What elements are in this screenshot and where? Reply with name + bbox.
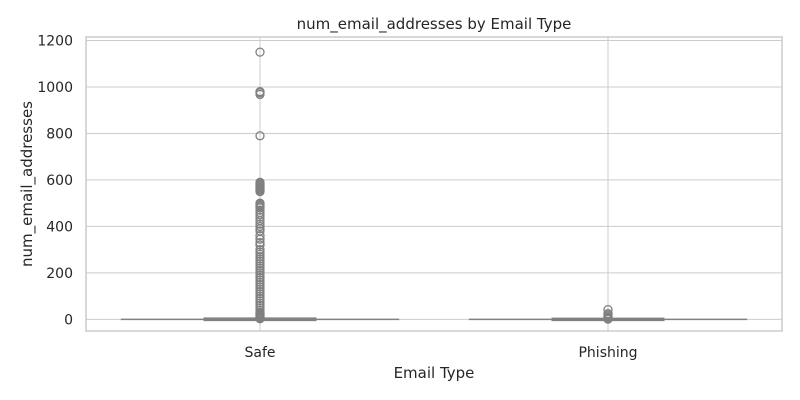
y-tick-label: 1200 [37,33,73,49]
outlier-point [255,212,265,222]
grid-layer [86,37,782,331]
y-tick-label: 800 [46,126,73,142]
outlier-point [255,234,265,244]
box-group [120,47,400,324]
chart-title: num_email_addresses by Email Type [297,15,572,34]
tick-layer: 0 200 400 600 800 1000 1200 Safe Phishing [37,33,637,361]
outlier-point [255,47,265,57]
box-group [468,304,748,324]
outlier-point [255,231,265,241]
y-tick-label: 600 [46,173,73,189]
outlier-point [255,89,265,100]
outlier-point [255,131,265,141]
outlier-point [603,314,613,324]
y-tick-label: 400 [46,219,73,235]
box-layer [120,47,748,324]
plot-frame [85,36,783,332]
outlier-point [255,186,265,197]
y-tick-label: 200 [46,266,73,282]
outlier-point [255,314,265,324]
y-tick-label: 1000 [37,80,73,96]
outlier-point [255,240,265,250]
x-axis-label: Email Type [394,364,475,382]
x-tick-label: Phishing [578,345,637,361]
x-tick-label: Safe [244,345,275,361]
y-tick-label: 0 [64,312,73,328]
y-axis-label: num_email_addresses [18,101,37,267]
